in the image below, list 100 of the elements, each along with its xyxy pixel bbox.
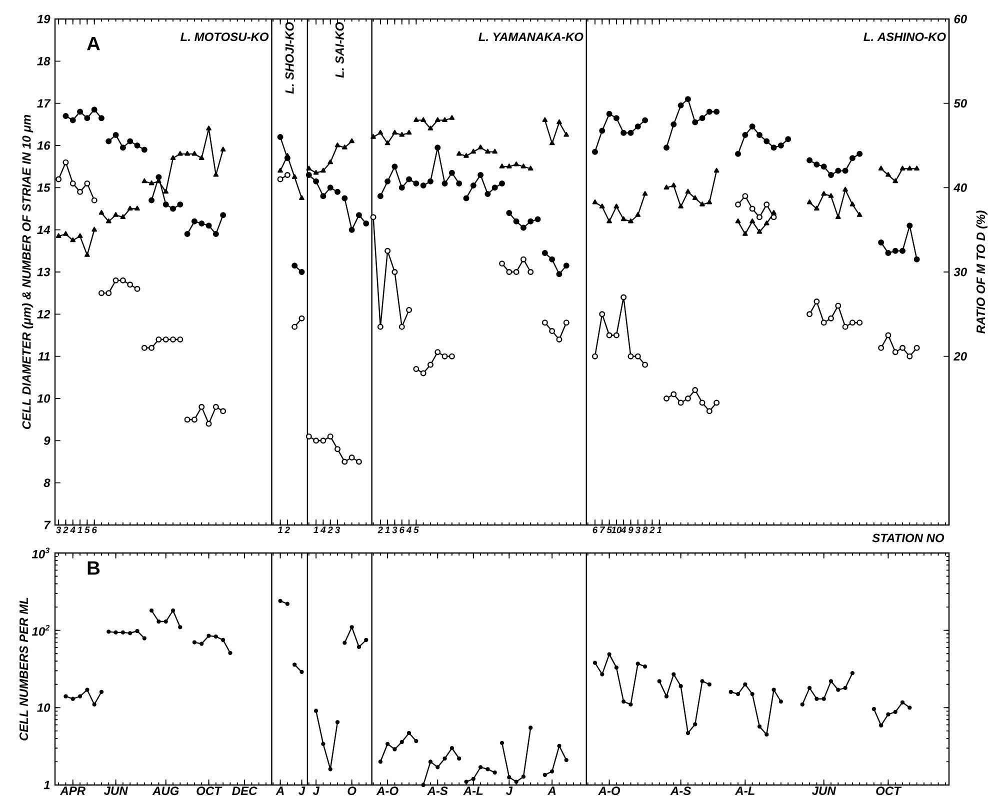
point — [342, 195, 348, 202]
y-axis-title: CELL NUMBERS PER ML — [20, 598, 28, 740]
point — [191, 416, 198, 423]
x-tick-label: 8 — [642, 526, 648, 534]
y-tick-label: 18 — [37, 56, 50, 66]
point — [607, 652, 612, 656]
point — [778, 699, 784, 704]
point — [521, 774, 526, 779]
point — [900, 700, 905, 704]
point — [106, 138, 112, 144]
point — [348, 454, 355, 461]
point — [70, 696, 75, 701]
point — [327, 433, 334, 440]
point — [520, 256, 526, 262]
point — [764, 732, 769, 737]
point — [592, 199, 598, 204]
point — [220, 408, 226, 414]
y-tick-label: 17 — [37, 99, 51, 108]
point — [392, 747, 397, 752]
point — [370, 134, 376, 139]
y-tick-label: 10$^{3}$ — [32, 548, 50, 558]
point — [106, 218, 112, 224]
point — [120, 277, 126, 284]
point — [177, 336, 184, 342]
point — [420, 370, 426, 376]
point — [520, 224, 526, 231]
point — [400, 740, 404, 744]
point — [278, 168, 283, 173]
point — [849, 155, 856, 162]
point — [678, 400, 684, 406]
x-tick-label: 7 — [600, 526, 606, 534]
point — [892, 178, 898, 184]
point — [221, 638, 226, 642]
point — [692, 119, 698, 126]
x-tick-label: 5 — [606, 526, 612, 534]
annotation: L. SHOJI-KO — [285, 22, 294, 94]
x-tick-label: 4 — [406, 526, 412, 534]
point — [499, 260, 506, 267]
x-tick-label: AUG — [152, 786, 179, 796]
annotation: L. YAMANAKA-KO — [478, 32, 584, 42]
x-tick-label: A-S — [670, 786, 692, 796]
point — [99, 690, 104, 694]
point — [549, 328, 556, 334]
point — [736, 692, 740, 696]
point — [672, 672, 676, 676]
point — [843, 686, 848, 690]
point — [184, 416, 190, 423]
point — [413, 366, 420, 372]
point — [406, 130, 412, 135]
point — [506, 210, 512, 216]
point — [684, 96, 691, 102]
point — [542, 320, 548, 326]
point — [906, 353, 913, 360]
point — [542, 250, 548, 256]
point — [320, 193, 326, 200]
point — [356, 644, 362, 649]
point — [120, 214, 126, 219]
point — [56, 233, 62, 238]
point — [77, 233, 83, 238]
point — [914, 344, 920, 351]
x-tick-label: 2 — [649, 526, 655, 534]
point — [320, 438, 326, 444]
point — [499, 180, 506, 186]
point — [914, 256, 920, 262]
point — [300, 670, 304, 674]
point — [756, 214, 762, 220]
point — [378, 130, 384, 135]
point — [327, 184, 334, 191]
x-tick-label: 5 — [414, 526, 419, 534]
point — [556, 271, 562, 278]
point — [342, 144, 348, 150]
point — [313, 170, 319, 175]
point — [528, 726, 533, 730]
point — [436, 765, 440, 770]
point — [564, 132, 570, 137]
point — [434, 117, 440, 122]
point — [878, 344, 884, 351]
point — [120, 144, 126, 151]
x-tick-label: A-S — [427, 786, 448, 796]
point — [879, 723, 884, 728]
x-tick-label: J — [312, 786, 320, 795]
point — [413, 180, 420, 186]
point — [442, 756, 447, 761]
point — [550, 769, 554, 774]
point — [885, 250, 892, 256]
point — [277, 176, 284, 182]
point — [70, 237, 76, 242]
point — [206, 634, 211, 638]
point — [592, 660, 598, 665]
point — [92, 226, 98, 232]
point — [428, 760, 433, 764]
point — [484, 190, 491, 197]
point — [563, 320, 570, 326]
point — [628, 353, 634, 360]
point — [112, 277, 119, 284]
point — [835, 302, 842, 309]
point — [448, 170, 455, 176]
point — [657, 679, 662, 684]
text: A — [87, 36, 100, 50]
point — [434, 144, 441, 151]
